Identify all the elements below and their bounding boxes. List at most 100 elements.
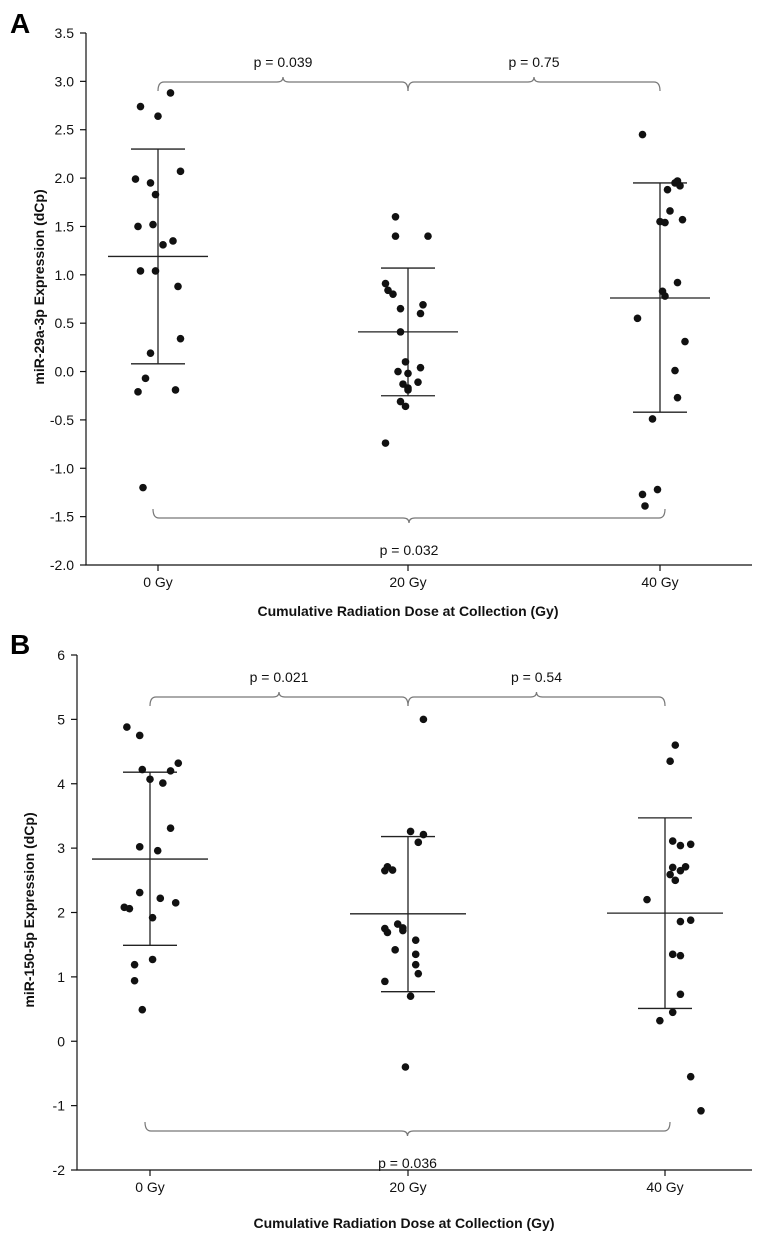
panel-b-data-point: [159, 779, 167, 787]
panel-a-axes: [85, 33, 752, 566]
panel-b-data-point: [166, 824, 175, 832]
panel-a-data-point: [151, 190, 160, 199]
panel-a-data-point: [391, 232, 400, 240]
panel-a-y-tick-label: 0.5: [55, 315, 75, 331]
panel-a-data-point: [389, 290, 397, 298]
panel-b-data-point: [411, 936, 420, 944]
panel-b-data-point: [686, 1072, 695, 1081]
panel-a-data-point: [171, 386, 180, 394]
panel-b-data-point: [697, 1106, 705, 1115]
panel-a-data-point: [136, 267, 145, 275]
panel-b-y-axis-title: miR-150-5p Expression (dCp): [21, 812, 37, 1007]
panel-b-y-tick-label: 4: [57, 776, 65, 792]
panel-b-data-point: [676, 951, 685, 960]
panel-a-data-point: [146, 349, 155, 357]
panel-a-data-point: [648, 415, 657, 423]
panel-b-data-point: [676, 866, 685, 875]
panel-a-bracket: [152, 508, 666, 524]
panel-b-data-point: [130, 976, 139, 985]
panel-a-x-tick-label: 0 Gy: [143, 574, 173, 590]
panel-a-bracket: [157, 76, 409, 92]
panel-a-data-point: [391, 212, 400, 221]
panel-b-data-point: [153, 846, 162, 855]
panel-b-data-point: [156, 894, 165, 903]
panel-a-data-point: [176, 334, 185, 343]
panel-a-data-point: [666, 207, 674, 215]
panel-a-data-point: [401, 358, 410, 366]
panel-b-data-point: [666, 757, 674, 766]
panel-a-data-point: [136, 102, 145, 111]
panel-a-data-point: [141, 374, 150, 383]
panel-a-data-point: [154, 112, 162, 120]
panel-a-y-tick-label: 1.0: [55, 267, 75, 283]
panel-b-data-point: [123, 723, 131, 731]
panel-a-data-point: [424, 232, 432, 240]
panel-a-data-point: [404, 369, 412, 378]
panel-a-data-point: [416, 309, 425, 318]
panel-b-p-value: p = 0.021: [250, 669, 309, 685]
panel-b-letter: B: [10, 629, 30, 660]
panel-b-data-point: [406, 827, 415, 836]
panel-b-bracket: [149, 691, 409, 707]
panel-b-data-point: [671, 741, 680, 749]
panel-a-data-point: [381, 439, 390, 447]
panel-a-data-point: [419, 301, 427, 309]
panel-a-data-point: [146, 179, 155, 187]
panel-a-y-tick-label: -2.0: [50, 557, 74, 573]
panel-a-bracket: [407, 76, 661, 92]
panel-b-data-point: [138, 1005, 147, 1014]
panel-a-data-point: [159, 241, 167, 249]
panel-a-data-point: [673, 393, 682, 402]
panel-b-data-point: [138, 765, 147, 774]
panel-a-data-point: [149, 220, 157, 229]
panel-b-data-point: [166, 767, 175, 775]
panel-b-data-point: [656, 1016, 664, 1025]
panel-b-data-point: [388, 866, 397, 874]
panel-a-data-point: [641, 502, 649, 510]
panel-b-data-point: [148, 955, 157, 964]
panel-b-x-axis-title: Cumulative Radiation Dose at Collection …: [253, 1215, 554, 1231]
panel-b-x-tick-label: 40 Gy: [646, 1179, 683, 1195]
panel-a-data-point: [416, 363, 425, 372]
panel-b-bracket: [407, 691, 666, 707]
panel-b-data-point: [399, 926, 407, 935]
panel-b-data-point: [666, 870, 674, 879]
panel-a: A -2.0 -1.5 -1.0 -0.5 0.0 0.5 1.0 1.5 2.0 2.5 3.0 3…: [10, 8, 752, 619]
panel-b-x-tick-label: 0 Gy: [135, 1179, 165, 1195]
panel-a-data-point: [653, 485, 662, 494]
panel-b-data-point: [381, 866, 389, 875]
panel-b-p-value: p = 0.54: [511, 669, 562, 685]
panel-b-data-point: [668, 1008, 677, 1017]
panel-a-x-tick-label: 40 Gy: [641, 574, 678, 590]
panel-b-data-point: [135, 731, 144, 740]
panel-a-p-value: p = 0.039: [254, 54, 313, 70]
panel-b-p-value: p = 0.036: [378, 1155, 437, 1171]
panel-a-data-point: [381, 279, 390, 288]
panel-a-p-value: p = 0.032: [380, 542, 439, 558]
panel-a-y-axis-title: miR-29a-3p Expression (dCp): [31, 189, 47, 384]
panel-b-data-point: [676, 841, 685, 850]
panel-a-y-tick-label: 3.0: [55, 73, 75, 89]
panel-a-data-point: [169, 237, 177, 245]
panel-a-data-point: [671, 366, 679, 375]
panel-b-data-point: [391, 946, 399, 954]
panel-a-data-point: [401, 402, 410, 411]
panel-a-y-tick-label: 1.5: [55, 218, 75, 234]
panel-b-data-point: [130, 960, 139, 969]
panel-a-data-point: [151, 267, 160, 275]
panel-a-y-tick-label: -0.5: [50, 412, 74, 428]
panel-b-data-point: [414, 838, 423, 847]
panel-a-y-tick-label: 2.5: [55, 122, 75, 138]
panel-a-data-point: [681, 337, 689, 346]
panel-b-plot: -2 -1 0 1 2 3 4 5 6 0 Gy 20 Gy 40 Gy p = 0.021 p = 0.…: [53, 647, 752, 1195]
panel-b-data-point: [676, 990, 685, 999]
panel-a-x-tick-label: 20 Gy: [389, 574, 426, 590]
panel-b-data-point: [148, 913, 157, 922]
panel-a-letter: A: [10, 8, 30, 39]
panel-a-data-point: [134, 222, 142, 231]
panel-b-y-tick-label: -1: [53, 1098, 66, 1114]
panel-b-data-point: [686, 840, 695, 849]
panel-b-y-tick-label: 0: [57, 1033, 65, 1049]
panel-a-x-axis-title: Cumulative Radiation Dose at Collection …: [257, 603, 558, 619]
